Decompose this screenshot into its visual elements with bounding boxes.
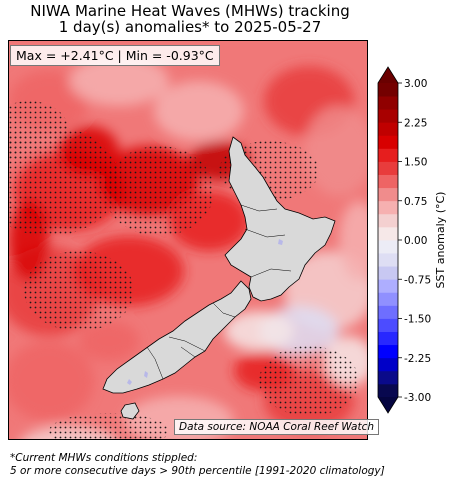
colorbar-segment [378,383,398,398]
colorbar-ticks: 3.00 2.25 1.50 0.75 0.00 -0.75 -1.50 -2.25 -3.00 [398,78,431,404]
anomaly-patch [224,311,294,351]
colorbar-frame [377,66,399,414]
stipple-region [104,146,214,236]
colorbar-segment [378,109,398,123]
colorbar-segment [378,305,398,319]
colorbar-segment [378,357,398,372]
colorbar-segment [378,148,398,162]
south-island [102,280,252,394]
colorbar-tick-label: 1.50 [404,157,427,169]
colorbar-segment [378,279,398,293]
colorbar-segment [378,161,398,175]
colorbar-tick-label: -3.00 [404,392,431,404]
anomaly-patch [339,201,367,281]
colorbar-segment [378,292,398,306]
colorbar-segment [378,318,398,332]
colorbar-tick-label: -2.25 [404,353,431,365]
anomaly-patch [154,81,244,141]
colorbar-segment [378,226,398,241]
stipple-region [9,101,69,161]
anomaly-patch [79,321,139,361]
colorbar-tick-label: -0.75 [404,274,431,286]
colorbar-tick-label: 0.75 [404,196,427,208]
colorbar-segment [378,331,398,346]
region-boundaries [146,204,292,380]
anomaly-patch [304,106,367,196]
colorbar-segment [378,96,398,110]
new-zealand-land [102,136,336,420]
colorbar-label: SST anomaly (°C) [434,192,447,289]
chart-title-line-2: 1 day(s) anomalies* to 2025-05-27 [58,18,322,36]
colorbar-segment [378,83,398,97]
colorbar-segment [378,200,398,215]
colorbar-segments [377,66,399,414]
colorbar-segment [378,253,398,267]
footnote-line-2: 5 or more consecutive days > 90th percen… [10,465,385,477]
chart-title-line-1: NIWA Marine Heat Waves (MHWs) tracking [30,2,350,20]
colorbar-segment [378,135,398,149]
colorbar-segment [378,174,398,189]
north-island [224,136,336,302]
stewart-island [120,402,140,420]
stipple-region [49,413,169,439]
colorbar-tick-label: -1.50 [404,314,431,326]
colorbar-segment [378,370,398,385]
anomaly-patch [9,341,94,421]
data-source-label: Data source: NOAA Coral Reef Watch [174,419,380,435]
colorbar-extend-max [378,67,398,83]
colorbar-segment [378,213,398,228]
footnote-line-1: *Current MHWs conditions stippled: [10,452,198,464]
colorbar-tick-label: 3.00 [404,78,427,90]
colorbar-extend-min [378,397,398,413]
colorbar-segment [378,344,398,359]
anomaly-patch [69,56,169,106]
colorbar-tick-label: 2.25 [404,117,427,129]
max-min-stats-box: Max = +2.41°C | Min = -0.93°C [10,45,220,66]
mhw-stippling [9,101,359,439]
stipple-region [259,346,359,416]
colorbar-segment [378,122,398,136]
sst-anomaly-map [8,40,368,440]
colorbar-tick-label: 0.00 [404,235,427,247]
colorbar-segment [378,187,398,202]
colorbar-segment [378,266,398,280]
colorbar-segment [378,240,398,254]
map-canvas [9,41,367,439]
stipple-region [24,251,134,331]
